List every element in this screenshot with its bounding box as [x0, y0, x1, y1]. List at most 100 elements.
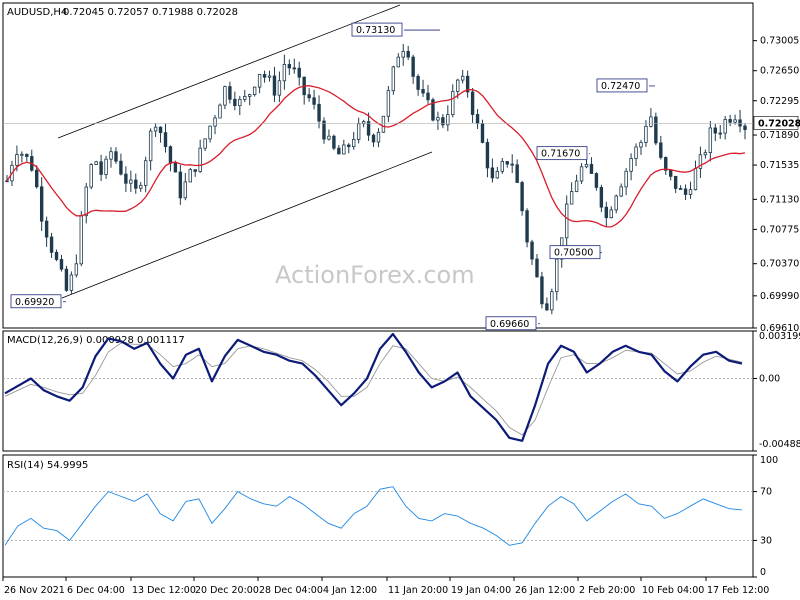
candle-body [129, 179, 133, 184]
watermark: ActionForex.com [275, 261, 475, 289]
candle-body [15, 154, 19, 166]
candle-body [44, 220, 49, 238]
candle-body [376, 131, 381, 143]
candle-body [109, 151, 113, 160]
candle-body [391, 66, 396, 92]
time-tick-label: 17 Feb 12:00 [707, 585, 769, 596]
macd-signal-line [4, 342, 743, 436]
candle-body [564, 203, 569, 239]
time-tick-label: 10 Feb 04:00 [642, 585, 704, 596]
candle-body [490, 167, 495, 179]
candle-body [584, 163, 589, 168]
price-tick-label: 0.70370 [760, 259, 799, 270]
channel-upper-line [57, 4, 401, 139]
candle-body [228, 86, 232, 100]
annotation-label: 0.70500 [554, 248, 593, 259]
candle-body [183, 181, 188, 199]
candle-body [654, 116, 658, 144]
candle-body [148, 130, 153, 162]
candle-body [188, 169, 192, 183]
candle-body [599, 186, 604, 208]
candle-body [366, 121, 371, 136]
candle-body [426, 92, 430, 101]
annotation-box [549, 245, 601, 260]
candle-body [649, 116, 653, 127]
candle-body [540, 276, 544, 305]
chart-header-ohlc: 0.72045 0.72057 0.71988 0.72028 [63, 7, 238, 18]
rsi-panel: RSI(14) 54.9995 100 70 30 0 [2, 454, 778, 578]
candle-body [525, 210, 529, 243]
candle-body [371, 134, 376, 143]
candle-body [693, 168, 698, 191]
candle-body [64, 268, 69, 291]
annotation-box [10, 294, 62, 309]
candle-body [664, 157, 668, 171]
candle-body [604, 206, 609, 219]
price-tick-label: 0.73005 [760, 36, 799, 47]
annotation-label: 0.69660 [490, 319, 529, 330]
candle-body [49, 236, 54, 253]
time-tick-label: 19 Jan 04:00 [451, 585, 511, 596]
candle-body [520, 182, 524, 212]
annotation-label: 0.72470 [601, 81, 640, 92]
macd-tick-label: 0.00 [759, 373, 780, 384]
annotation-label: 0.73130 [356, 25, 395, 36]
candle-body [243, 96, 247, 100]
candle-body [282, 64, 287, 82]
candle-body [59, 259, 64, 270]
price-tick-label: 0.69610 [760, 323, 799, 334]
candle-body [352, 138, 356, 148]
candle-body [480, 123, 485, 143]
time-tick-label: 6 Dec 04:00 [67, 585, 125, 596]
candle-body [69, 274, 74, 291]
candle-body [569, 191, 574, 205]
candle-body [475, 114, 480, 124]
macd-main-line [4, 332, 743, 442]
candle-body [738, 119, 742, 127]
candle-body [550, 291, 554, 311]
rsi-panel-frame [2, 454, 754, 578]
candle-body [421, 89, 425, 94]
candle-body [223, 86, 227, 106]
candle-body [158, 126, 163, 134]
macd-lines [3, 332, 753, 442]
candle-body [639, 142, 643, 148]
candle-body [515, 164, 519, 183]
annotation-label: 0.69920 [15, 297, 54, 308]
candle-body [20, 153, 24, 156]
macd-axis: 0.003199 0.00 -0.004887 [753, 330, 800, 452]
time-axis: 26 Nov 2021 6 Dec 04:00 13 Dec 12:00 20 Dec… [2, 577, 769, 596]
candle-body [446, 114, 450, 126]
candle-body [317, 103, 321, 122]
candle-body [272, 75, 277, 96]
candle-body [441, 117, 445, 126]
candle-body [94, 161, 98, 165]
candle-body [218, 104, 222, 119]
candle-body [460, 75, 465, 81]
candle-body [262, 74, 267, 78]
annotation-box [536, 146, 588, 161]
candle-body [609, 209, 613, 219]
candle-body [79, 215, 83, 265]
annotation-box [351, 22, 403, 37]
candle-body [703, 152, 708, 156]
rsi-title: RSI(14) 54.9995 [7, 460, 88, 471]
candle-body [297, 67, 301, 78]
chart-header-symbol: AUDUSD,H4 [7, 7, 67, 18]
candle-body [431, 99, 435, 121]
time-tick-label: 26 Jan 12:00 [515, 585, 575, 596]
rsi-tick-label: 100 [760, 455, 778, 466]
candle-body [143, 160, 148, 186]
candle-body [688, 189, 693, 195]
candle-body [39, 186, 44, 222]
rsi-tick-label: 70 [760, 487, 772, 498]
price-tick-label: 0.71130 [760, 194, 799, 205]
candle-body [114, 151, 118, 162]
candle-body [307, 94, 311, 99]
candle-body [401, 50, 405, 58]
current-price-label: 0.72028 [758, 118, 800, 129]
candle-body [465, 75, 470, 93]
candle-body [673, 175, 678, 189]
candle-body [381, 115, 386, 133]
